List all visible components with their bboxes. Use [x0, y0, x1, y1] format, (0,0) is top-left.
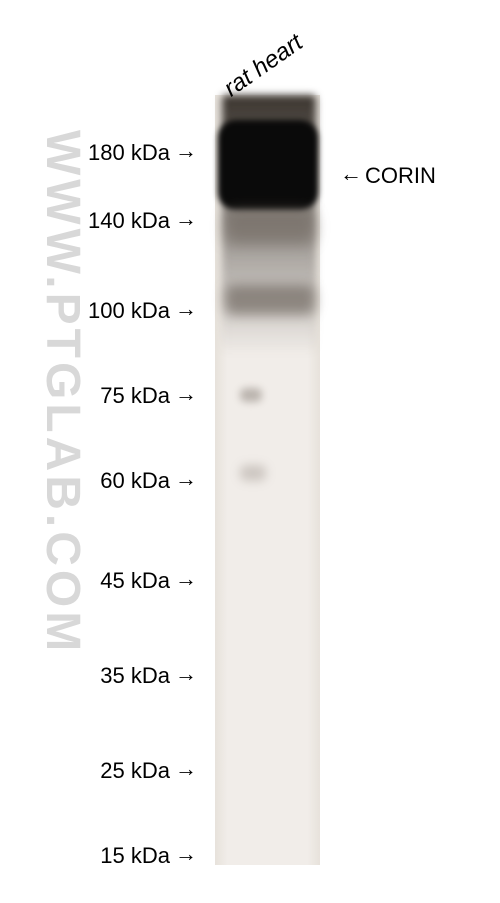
mw-label-0: 180 kDa [40, 140, 170, 166]
mw-arrow-6: → [175, 661, 197, 687]
blot-band-0 [218, 120, 318, 210]
mw-arrow-4: → [175, 466, 197, 492]
mw-arrow-5: → [175, 566, 197, 592]
mw-label-8: 15 kDa [40, 843, 170, 869]
blot-band-1 [225, 210, 315, 245]
blot-band-3 [240, 388, 262, 402]
mw-arrow-0: → [175, 138, 197, 164]
mw-label-3: 75 kDa [40, 383, 170, 409]
mw-label-2: 100 kDa [40, 298, 170, 324]
target-arrow: ← [340, 161, 362, 187]
mw-label-4: 60 kDa [40, 468, 170, 494]
mw-arrow-7: → [175, 756, 197, 782]
target-label: CORIN [365, 163, 436, 189]
blot-band-2 [225, 285, 315, 315]
mw-label-6: 35 kDa [40, 663, 170, 689]
mw-arrow-2: → [175, 296, 197, 322]
mw-arrow-1: → [175, 206, 197, 232]
mw-label-1: 140 kDa [40, 208, 170, 234]
mw-label-7: 25 kDa [40, 758, 170, 784]
blot-band-4 [240, 465, 266, 481]
mw-arrow-3: → [175, 381, 197, 407]
blot-container: WWW.PTGLAB.COM rat heart 180 kDa→140 kDa… [0, 0, 500, 903]
mw-label-5: 45 kDa [40, 568, 170, 594]
lane-label: rat heart [219, 29, 308, 103]
mw-arrow-8: → [175, 841, 197, 867]
